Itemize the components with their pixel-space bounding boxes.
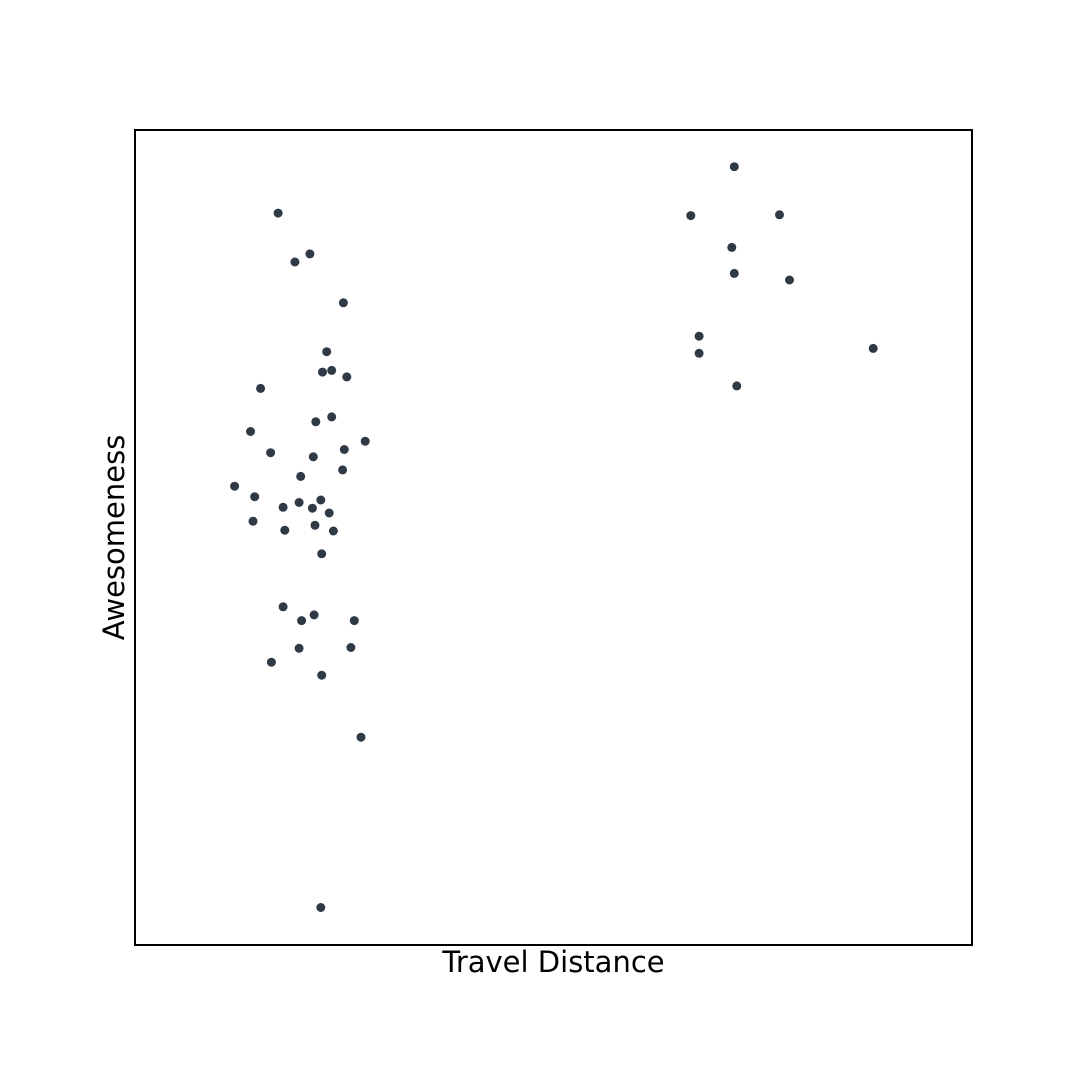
- scatter-point: [308, 452, 318, 462]
- scatter-point: [290, 257, 300, 267]
- scatter-point: [280, 525, 290, 535]
- scatter-point: [294, 643, 304, 653]
- scatter-point: [266, 448, 276, 458]
- scatter-point: [307, 503, 317, 513]
- scatter-point: [273, 208, 283, 218]
- scatter-point: [732, 381, 742, 391]
- scatter-point: [349, 616, 359, 626]
- points-layer: [230, 162, 878, 912]
- scatter-point: [317, 549, 327, 559]
- scatter-point: [338, 465, 348, 475]
- scatter-point: [322, 347, 332, 357]
- x-axis-label: Travel Distance: [441, 945, 664, 979]
- scatter-point: [230, 481, 240, 491]
- scatter-point: [309, 610, 319, 620]
- scatter-point: [310, 520, 320, 530]
- scatter-point: [339, 445, 349, 454]
- scatter-point: [868, 343, 878, 353]
- scatter-point: [297, 616, 307, 626]
- scatter-point: [360, 436, 370, 446]
- scatter-point: [316, 495, 326, 505]
- scatter-point: [775, 210, 784, 220]
- plot-background: [135, 130, 972, 945]
- scatter-point: [327, 365, 337, 375]
- scatter-point: [338, 298, 348, 308]
- scatter-point: [317, 670, 327, 680]
- scatter-point: [727, 242, 737, 252]
- scatter-point: [785, 275, 794, 285]
- scatter-point: [316, 903, 326, 912]
- scatter-point: [356, 732, 366, 742]
- scatter-point: [248, 516, 258, 526]
- y-axis-label: Awesomeness: [97, 435, 131, 641]
- scatter-point: [324, 508, 334, 518]
- scatter-point: [250, 492, 260, 502]
- scatter-point: [294, 498, 304, 507]
- scatter-point: [266, 657, 276, 667]
- scatter-point: [246, 427, 255, 436]
- scatter-point: [278, 602, 288, 612]
- scatter-point: [729, 268, 739, 278]
- scatter-point: [278, 502, 288, 512]
- scatter-point: [346, 643, 356, 652]
- scatter-point: [686, 211, 696, 221]
- scatter-point: [318, 367, 327, 377]
- plot-frame: [134, 129, 973, 946]
- scatter-point: [694, 331, 704, 341]
- scatter-point: [256, 383, 266, 393]
- scatter-point: [305, 249, 315, 259]
- scatter-point: [694, 348, 704, 358]
- scatter-point: [729, 162, 739, 172]
- scatter-point: [342, 372, 352, 382]
- scatter-point: [296, 471, 306, 481]
- scatter-point: [327, 412, 337, 422]
- scatter-point: [311, 417, 321, 427]
- scatter-point: [328, 526, 338, 536]
